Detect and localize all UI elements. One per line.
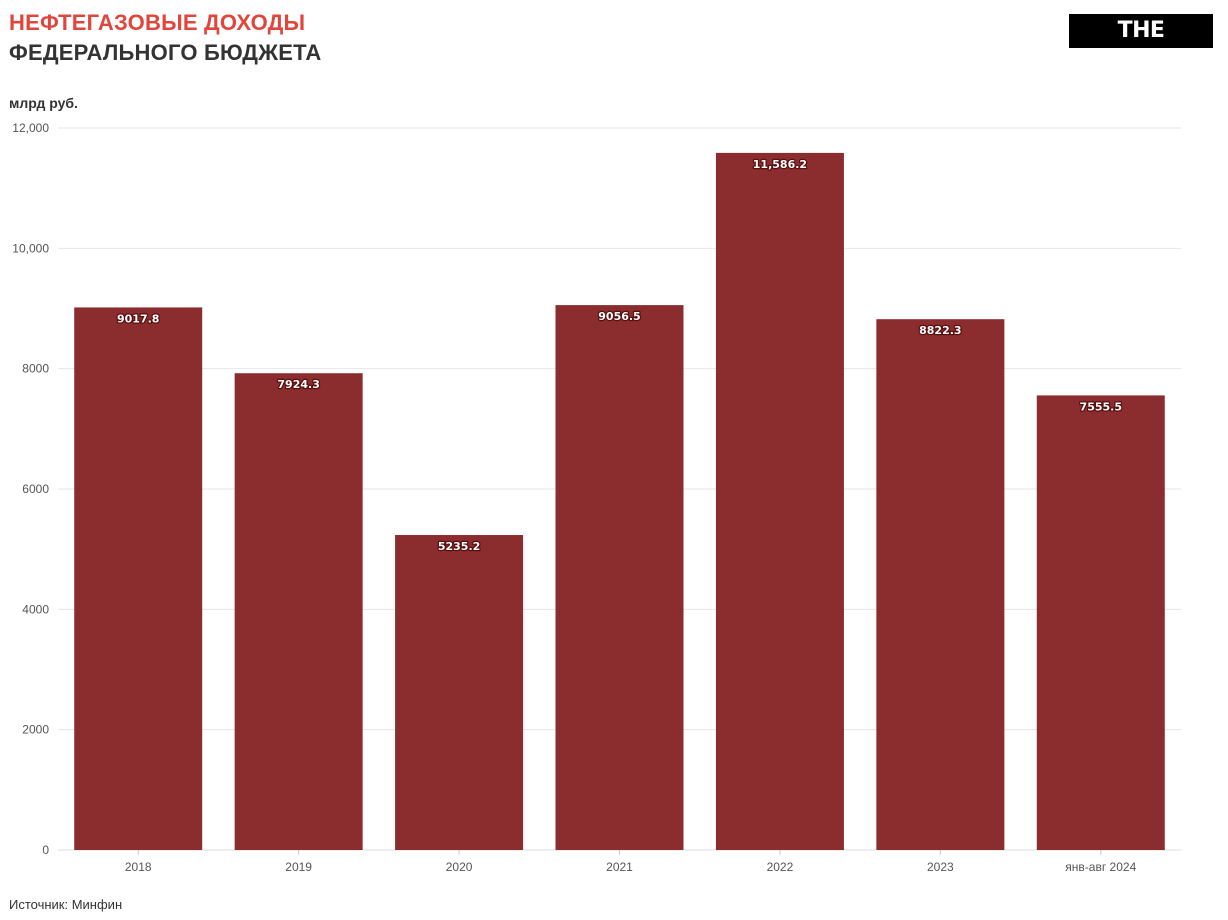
- y-tick-label: 12,000: [12, 121, 49, 135]
- bar-value-label: 9056.5: [598, 310, 640, 323]
- x-tick-label: 2023: [927, 860, 954, 874]
- bar-value-label: 8822.3: [919, 324, 961, 337]
- x-tick-label: янв-авг 2024: [1065, 860, 1136, 874]
- x-tick-label: 2018: [125, 860, 152, 874]
- bar-2021[interactable]: [555, 305, 684, 850]
- bars: [74, 152, 1165, 850]
- chart-title-line1: НЕФТЕГАЗОВЫЕ ДОХОДЫ: [9, 10, 306, 35]
- bar-value-label: 7924.3: [277, 378, 319, 391]
- y-tick-label: 0: [42, 843, 49, 857]
- y-axis-unit-label: млрд руб.: [9, 95, 78, 111]
- bar-2020[interactable]: [395, 535, 524, 850]
- x-tick-label: 2022: [767, 860, 794, 874]
- y-tick-label: 2000: [22, 723, 49, 737]
- the-insider-logo: THE INSIDER: [1069, 14, 1213, 77]
- bar-янв-авг 2024[interactable]: [1036, 395, 1165, 850]
- x-tick-label: 2019: [285, 860, 312, 874]
- bar-2022[interactable]: [715, 152, 844, 850]
- y-tick-label: 8000: [22, 362, 49, 376]
- bar-value-label: 9017.8: [117, 312, 159, 325]
- bar-2018[interactable]: [74, 307, 203, 850]
- chart-title-line2: ФЕДЕРАЛЬНОГО БЮДЖЕТА: [9, 40, 322, 65]
- y-axis-ticks: 0 2000 4000 6000 8000 10,000 12,000: [12, 121, 49, 857]
- bar-value-label: 7555.5: [1080, 400, 1122, 413]
- x-axis-ticks: 2018 2019 2020 2021 2022 2023 янв-авг 2024: [125, 850, 1137, 874]
- y-tick-label: 10,000: [12, 241, 49, 255]
- bar-value-label: 5235.2: [438, 540, 480, 553]
- bar-2019[interactable]: [234, 373, 363, 850]
- x-tick-label: 2020: [446, 860, 473, 874]
- y-tick-label: 4000: [22, 602, 49, 616]
- y-tick-label: 6000: [22, 482, 49, 496]
- bar-2023[interactable]: [876, 319, 1005, 850]
- data-labels: 9017.8 7924.3 5235.2 9056.5 11,586.2 8822.3 75…: [116, 157, 1124, 555]
- source-note: Источник: Минфин: [9, 897, 123, 912]
- bar-value-label: 11,586.2: [753, 158, 807, 171]
- x-tick-label: 2021: [606, 860, 633, 874]
